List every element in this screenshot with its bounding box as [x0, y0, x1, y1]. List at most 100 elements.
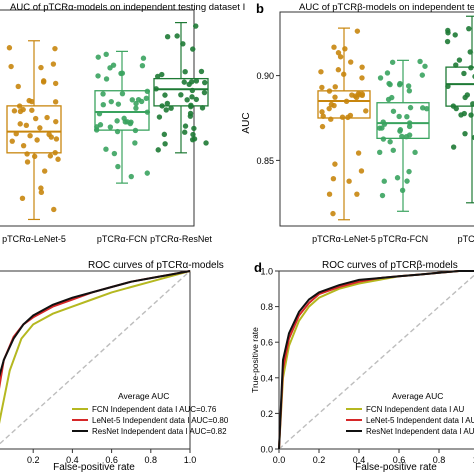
data-point [328, 101, 335, 108]
data-point [319, 123, 326, 130]
data-point [182, 129, 188, 135]
data-point [390, 108, 397, 114]
data-point [404, 178, 410, 184]
data-point [404, 114, 410, 120]
data-point [111, 150, 118, 157]
data-point [348, 59, 354, 65]
data-point [417, 58, 423, 65]
data-point [114, 128, 121, 135]
panel-c-title: ROC curves of pTCRα-models [88, 260, 224, 271]
x-tick-label: pTCRα [458, 234, 474, 244]
data-point [27, 133, 33, 139]
data-point [52, 80, 59, 87]
data-point [462, 130, 468, 137]
data-point [193, 96, 200, 103]
data-point [444, 38, 451, 45]
data-point [341, 71, 347, 77]
data-point [103, 146, 109, 152]
data-point [103, 76, 110, 82]
data-point [168, 105, 174, 111]
data-point [470, 101, 474, 107]
panel-a-boxplot: AUC of pTCRα-models on independent testi… [0, 2, 245, 244]
data-point [396, 113, 402, 120]
data-point [406, 168, 412, 175]
data-point [349, 92, 355, 98]
data-point [389, 59, 396, 65]
data-point [53, 118, 59, 125]
data-point [328, 116, 334, 122]
data-point [119, 90, 126, 97]
panel-b-y-label: AUC [241, 112, 252, 133]
data-point [193, 23, 199, 29]
data-point [180, 41, 186, 47]
data-point [19, 195, 26, 201]
data-point [128, 173, 134, 180]
data-point [110, 62, 117, 68]
data-point [452, 32, 458, 38]
data-point [24, 159, 31, 165]
data-point [384, 70, 391, 76]
data-point [153, 86, 159, 92]
data-point [47, 153, 54, 159]
data-point [354, 28, 361, 34]
box [6, 105, 62, 154]
roc-curve [0, 270, 191, 424]
data-point [32, 115, 39, 122]
data-point [37, 125, 43, 131]
data-point [159, 71, 165, 78]
data-point [381, 178, 387, 184]
data-point [359, 91, 365, 97]
data-point [326, 191, 333, 197]
data-point [135, 96, 142, 103]
data-point [326, 105, 332, 112]
data-point [115, 101, 122, 107]
data-point [450, 103, 457, 109]
data-point [93, 127, 100, 133]
data-point [40, 79, 47, 85]
data-point [38, 64, 44, 71]
data-point [29, 107, 35, 113]
panel-d-x-ticks: 0.0 0.2 0.4 0.6 0.8 1.0 [273, 449, 474, 465]
data-point [397, 127, 404, 133]
data-point [332, 161, 338, 167]
data-point [466, 25, 472, 32]
data-point [11, 108, 18, 114]
data-point [129, 97, 135, 103]
data-point [380, 136, 387, 142]
x-tick-label: pTCRα-LeNet-5 [312, 234, 376, 244]
data-point [203, 140, 209, 146]
data-point [9, 138, 15, 144]
data-point [396, 81, 403, 88]
data-point [471, 134, 474, 141]
data-point [50, 61, 57, 67]
legend-label: ResNet Independent data I AUC=0.82 [92, 427, 227, 436]
data-point [422, 63, 428, 69]
data-point [201, 89, 208, 96]
data-point [140, 55, 147, 61]
data-point [15, 83, 21, 90]
legend-label: FCN Independent data I AU [366, 405, 465, 414]
data-point [330, 210, 336, 217]
data-point [399, 187, 406, 193]
data-point [133, 105, 139, 111]
x-tick-label: 0.6 [393, 455, 406, 465]
data-point [46, 131, 52, 138]
data-point [453, 62, 459, 68]
panel-c-legend-title: Average AUC [118, 391, 169, 401]
data-point [390, 147, 396, 153]
data-point [8, 63, 14, 70]
x-tick-label: pTCRα-FCN [97, 234, 147, 244]
data-point [363, 108, 369, 114]
panel-b-frame [279, 11, 474, 227]
x-tick-label: 1.0 [184, 455, 197, 465]
data-point [346, 178, 352, 184]
y-tick-label: 1.0 [260, 267, 273, 277]
data-point [406, 88, 413, 94]
panel-b-label: b [256, 1, 264, 16]
panel-c-x-ticks: 0.2 0.4 0.6 0.8 1.0 [27, 449, 196, 465]
data-point [199, 105, 206, 111]
roc-curve [0, 270, 191, 378]
data-point [144, 170, 150, 176]
data-point [164, 34, 171, 40]
